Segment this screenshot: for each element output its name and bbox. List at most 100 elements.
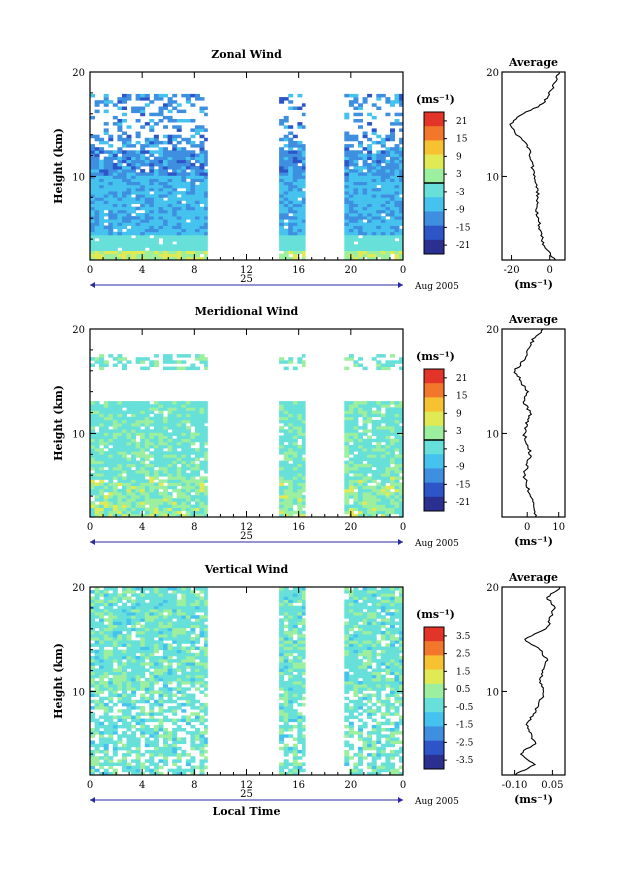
heatmap-cell — [158, 156, 164, 161]
heatmap-cell — [163, 460, 168, 465]
heatmap-cell — [279, 624, 285, 629]
heatmap-cell — [112, 681, 118, 685]
heatmap-cell — [90, 634, 95, 638]
heatmap-cell — [167, 238, 173, 242]
heatmap-cell — [190, 643, 196, 647]
heatmap-cell — [348, 410, 354, 414]
heatmap-cell — [135, 612, 141, 616]
heatmap-cell — [144, 643, 150, 647]
heatmap-cell — [292, 410, 298, 414]
heatmap-cell — [153, 640, 159, 644]
heatmap-cell — [399, 162, 404, 167]
heatmap-cell — [117, 715, 123, 719]
heatmap-cell — [163, 200, 168, 204]
heatmap-cell — [158, 213, 164, 217]
heatmap-cell — [172, 184, 178, 189]
heatmap-cell — [103, 724, 109, 729]
heatmap-cell — [199, 448, 205, 452]
x-tick-label: 8 — [191, 522, 197, 533]
heatmap-cell — [158, 706, 164, 710]
heatmap-cell — [385, 413, 391, 418]
heatmap-cell — [181, 470, 187, 474]
heatmap-cell — [358, 238, 363, 242]
heatmap-cell — [153, 181, 159, 186]
heatmap-cell — [283, 634, 289, 638]
heatmap-cell — [94, 181, 100, 186]
heatmap-cell — [144, 596, 150, 600]
heatmap-cell — [390, 131, 395, 135]
heatmap-cell — [144, 699, 150, 704]
heatmap-cell — [117, 134, 123, 139]
heatmap-cell — [144, 253, 150, 258]
heatmap-cell — [126, 444, 132, 449]
heatmap-cell — [158, 197, 164, 201]
heatmap-cell — [112, 444, 118, 449]
heatmap-cell — [158, 159, 164, 164]
heatmap-cell — [135, 234, 141, 239]
heatmap-cell — [122, 485, 127, 490]
heatmap-cell — [153, 690, 159, 694]
heatmap-cell — [399, 216, 404, 220]
heatmap-cell — [163, 681, 168, 685]
heatmap-cell — [117, 432, 123, 436]
heatmap-cell — [367, 241, 373, 245]
heatmap-cell — [301, 169, 306, 173]
heatmap-cell — [301, 485, 306, 490]
heatmap-cell — [199, 759, 205, 763]
profile-y-tick-label: 10 — [486, 172, 499, 183]
heatmap-cell — [140, 454, 146, 458]
heatmap-cell — [131, 765, 137, 770]
heatmap-cell — [99, 599, 105, 603]
heatmap-cell — [122, 256, 127, 261]
heatmap-cell — [371, 140, 377, 145]
heatmap-cell — [385, 466, 391, 471]
heatmap-cell — [362, 470, 368, 474]
heatmap-cell — [297, 219, 303, 223]
heatmap-cell — [204, 191, 208, 195]
heatmap-cell — [167, 612, 173, 616]
heatmap-cell — [297, 413, 303, 418]
heatmap-cell — [176, 621, 182, 625]
heatmap-cell — [279, 681, 285, 685]
heatmap-cell — [99, 495, 105, 499]
heatmap-cell — [167, 197, 173, 201]
heatmap-cell — [399, 213, 404, 217]
heatmap-cell — [348, 178, 354, 182]
x-tick-label: 20 — [344, 522, 357, 533]
heatmap-cell — [167, 513, 173, 518]
heatmap-cell — [163, 231, 168, 236]
heatmap-cell — [144, 637, 150, 641]
heatmap-cell — [158, 630, 164, 635]
heatmap-cell — [103, 504, 109, 508]
heatmap-cell — [185, 247, 191, 251]
heatmap-cell — [181, 615, 187, 619]
heatmap-cell — [181, 488, 187, 493]
heatmap-cell — [117, 510, 123, 515]
heatmap-cell — [185, 184, 191, 189]
heatmap-cell — [149, 495, 155, 499]
panel-title: Vertical Wind — [204, 563, 289, 576]
heatmap-cell — [288, 231, 294, 236]
heatmap-cell — [371, 156, 377, 161]
heatmap-cell — [181, 119, 187, 123]
heatmap-cell — [288, 696, 294, 701]
heatmap-cell — [301, 197, 306, 201]
heatmap-cell — [394, 432, 400, 436]
heatmap-cell — [176, 451, 182, 455]
heatmap-cell — [103, 410, 109, 414]
heatmap-cell — [190, 615, 196, 619]
heatmap-cell — [167, 599, 173, 603]
heatmap-cell — [144, 602, 150, 607]
heatmap-cell — [176, 612, 182, 616]
heatmap-cell — [153, 495, 159, 499]
heatmap-cell — [135, 473, 141, 477]
heatmap-cell — [199, 125, 205, 129]
heatmap-cell — [103, 444, 109, 449]
heatmap-cell — [99, 213, 105, 217]
heatmap-cell — [172, 423, 178, 427]
heatmap-cell — [153, 134, 159, 139]
heatmap-cell — [135, 605, 141, 610]
heatmap-cell — [358, 247, 363, 251]
heatmap-cell — [279, 513, 285, 518]
heatmap-cell — [353, 206, 359, 211]
